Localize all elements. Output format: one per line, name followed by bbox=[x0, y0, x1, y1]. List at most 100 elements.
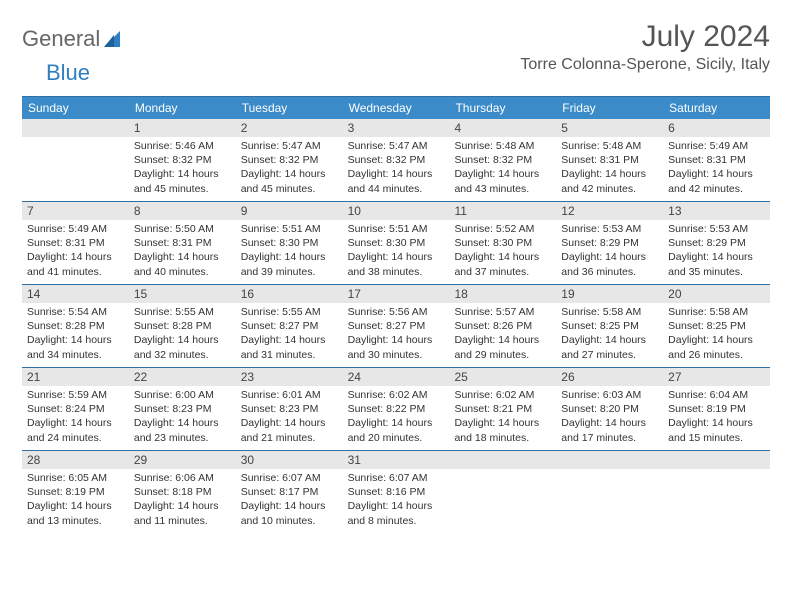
dow-cell: Thursday bbox=[449, 97, 556, 119]
sunrise-text: Sunrise: 6:06 AM bbox=[134, 471, 231, 485]
sunset-text: Sunset: 8:22 PM bbox=[348, 402, 445, 416]
day-body: Sunrise: 6:00 AMSunset: 8:23 PMDaylight:… bbox=[129, 386, 236, 449]
sunset-text: Sunset: 8:20 PM bbox=[561, 402, 658, 416]
day-body: Sunrise: 5:50 AMSunset: 8:31 PMDaylight:… bbox=[129, 220, 236, 283]
day-number: 27 bbox=[663, 368, 770, 386]
day-body: Sunrise: 5:59 AMSunset: 8:24 PMDaylight:… bbox=[22, 386, 129, 449]
day-body: Sunrise: 6:07 AMSunset: 8:17 PMDaylight:… bbox=[236, 469, 343, 532]
day-number: 5 bbox=[556, 119, 663, 137]
day-body: Sunrise: 5:47 AMSunset: 8:32 PMDaylight:… bbox=[236, 137, 343, 200]
day-cell: 8Sunrise: 5:50 AMSunset: 8:31 PMDaylight… bbox=[129, 202, 236, 284]
day-body: Sunrise: 5:58 AMSunset: 8:25 PMDaylight:… bbox=[556, 303, 663, 366]
daylight-text: Daylight: 14 hours and 34 minutes. bbox=[27, 333, 124, 361]
sunrise-text: Sunrise: 5:47 AM bbox=[348, 139, 445, 153]
sunset-text: Sunset: 8:30 PM bbox=[241, 236, 338, 250]
sunrise-text: Sunrise: 5:48 AM bbox=[561, 139, 658, 153]
day-body: Sunrise: 5:47 AMSunset: 8:32 PMDaylight:… bbox=[343, 137, 450, 200]
sunset-text: Sunset: 8:18 PM bbox=[134, 485, 231, 499]
daylight-text: Daylight: 14 hours and 35 minutes. bbox=[668, 250, 765, 278]
day-body: Sunrise: 6:04 AMSunset: 8:19 PMDaylight:… bbox=[663, 386, 770, 449]
sail-icon bbox=[102, 29, 124, 49]
daylight-text: Daylight: 14 hours and 18 minutes. bbox=[454, 416, 551, 444]
day-cell: 1Sunrise: 5:46 AMSunset: 8:32 PMDaylight… bbox=[129, 119, 236, 201]
daylight-text: Daylight: 14 hours and 20 minutes. bbox=[348, 416, 445, 444]
daylight-text: Daylight: 14 hours and 43 minutes. bbox=[454, 167, 551, 195]
day-cell: 29Sunrise: 6:06 AMSunset: 8:18 PMDayligh… bbox=[129, 451, 236, 533]
day-number: 22 bbox=[129, 368, 236, 386]
calendar: SundayMondayTuesdayWednesdayThursdayFrid… bbox=[22, 96, 770, 533]
day-cell: 4Sunrise: 5:48 AMSunset: 8:32 PMDaylight… bbox=[449, 119, 556, 201]
day-body: Sunrise: 5:57 AMSunset: 8:26 PMDaylight:… bbox=[449, 303, 556, 366]
day-cell: 12Sunrise: 5:53 AMSunset: 8:29 PMDayligh… bbox=[556, 202, 663, 284]
daylight-text: Daylight: 14 hours and 27 minutes. bbox=[561, 333, 658, 361]
day-number: 7 bbox=[22, 202, 129, 220]
day-cell: 9Sunrise: 5:51 AMSunset: 8:30 PMDaylight… bbox=[236, 202, 343, 284]
day-number: 13 bbox=[663, 202, 770, 220]
day-number: 4 bbox=[449, 119, 556, 137]
sunrise-text: Sunrise: 5:57 AM bbox=[454, 305, 551, 319]
day-cell bbox=[22, 119, 129, 201]
sunrise-text: Sunrise: 5:53 AM bbox=[561, 222, 658, 236]
week-row: 21Sunrise: 5:59 AMSunset: 8:24 PMDayligh… bbox=[22, 367, 770, 450]
day-cell: 13Sunrise: 5:53 AMSunset: 8:29 PMDayligh… bbox=[663, 202, 770, 284]
day-number: 19 bbox=[556, 285, 663, 303]
sunset-text: Sunset: 8:32 PM bbox=[348, 153, 445, 167]
sunrise-text: Sunrise: 5:50 AM bbox=[134, 222, 231, 236]
sunrise-text: Sunrise: 5:56 AM bbox=[348, 305, 445, 319]
week-row: 7Sunrise: 5:49 AMSunset: 8:31 PMDaylight… bbox=[22, 201, 770, 284]
day-body: Sunrise: 5:49 AMSunset: 8:31 PMDaylight:… bbox=[663, 137, 770, 200]
day-number: 29 bbox=[129, 451, 236, 469]
day-cell: 24Sunrise: 6:02 AMSunset: 8:22 PMDayligh… bbox=[343, 368, 450, 450]
daylight-text: Daylight: 14 hours and 10 minutes. bbox=[241, 499, 338, 527]
day-number: 21 bbox=[22, 368, 129, 386]
day-body: Sunrise: 5:48 AMSunset: 8:32 PMDaylight:… bbox=[449, 137, 556, 200]
brand-logo: General bbox=[22, 20, 126, 52]
day-body: Sunrise: 5:58 AMSunset: 8:25 PMDaylight:… bbox=[663, 303, 770, 366]
daylight-text: Daylight: 14 hours and 39 minutes. bbox=[241, 250, 338, 278]
daylight-text: Daylight: 14 hours and 8 minutes. bbox=[348, 499, 445, 527]
day-cell: 31Sunrise: 6:07 AMSunset: 8:16 PMDayligh… bbox=[343, 451, 450, 533]
sunset-text: Sunset: 8:23 PM bbox=[241, 402, 338, 416]
week-row: 28Sunrise: 6:05 AMSunset: 8:19 PMDayligh… bbox=[22, 450, 770, 533]
daylight-text: Daylight: 14 hours and 40 minutes. bbox=[134, 250, 231, 278]
day-cell: 20Sunrise: 5:58 AMSunset: 8:25 PMDayligh… bbox=[663, 285, 770, 367]
day-cell: 28Sunrise: 6:05 AMSunset: 8:19 PMDayligh… bbox=[22, 451, 129, 533]
day-number-empty bbox=[556, 451, 663, 469]
day-cell bbox=[449, 451, 556, 533]
week-row: 14Sunrise: 5:54 AMSunset: 8:28 PMDayligh… bbox=[22, 284, 770, 367]
sunrise-text: Sunrise: 5:55 AM bbox=[241, 305, 338, 319]
sunrise-text: Sunrise: 5:49 AM bbox=[668, 139, 765, 153]
day-body: Sunrise: 5:55 AMSunset: 8:28 PMDaylight:… bbox=[129, 303, 236, 366]
sunrise-text: Sunrise: 5:58 AM bbox=[561, 305, 658, 319]
day-body: Sunrise: 5:51 AMSunset: 8:30 PMDaylight:… bbox=[236, 220, 343, 283]
day-cell: 30Sunrise: 6:07 AMSunset: 8:17 PMDayligh… bbox=[236, 451, 343, 533]
daylight-text: Daylight: 14 hours and 37 minutes. bbox=[454, 250, 551, 278]
day-body: Sunrise: 5:54 AMSunset: 8:28 PMDaylight:… bbox=[22, 303, 129, 366]
day-number: 20 bbox=[663, 285, 770, 303]
dow-cell: Friday bbox=[556, 97, 663, 119]
daylight-text: Daylight: 14 hours and 31 minutes. bbox=[241, 333, 338, 361]
sunset-text: Sunset: 8:32 PM bbox=[454, 153, 551, 167]
daylight-text: Daylight: 14 hours and 30 minutes. bbox=[348, 333, 445, 361]
day-cell: 22Sunrise: 6:00 AMSunset: 8:23 PMDayligh… bbox=[129, 368, 236, 450]
day-number: 23 bbox=[236, 368, 343, 386]
sunset-text: Sunset: 8:27 PM bbox=[348, 319, 445, 333]
daylight-text: Daylight: 14 hours and 23 minutes. bbox=[134, 416, 231, 444]
sunset-text: Sunset: 8:23 PM bbox=[134, 402, 231, 416]
day-number: 24 bbox=[343, 368, 450, 386]
sunset-text: Sunset: 8:19 PM bbox=[668, 402, 765, 416]
day-number: 3 bbox=[343, 119, 450, 137]
day-number: 31 bbox=[343, 451, 450, 469]
sunrise-text: Sunrise: 5:52 AM bbox=[454, 222, 551, 236]
day-number: 6 bbox=[663, 119, 770, 137]
sunset-text: Sunset: 8:19 PM bbox=[27, 485, 124, 499]
day-cell: 16Sunrise: 5:55 AMSunset: 8:27 PMDayligh… bbox=[236, 285, 343, 367]
day-body: Sunrise: 6:01 AMSunset: 8:23 PMDaylight:… bbox=[236, 386, 343, 449]
sunset-text: Sunset: 8:30 PM bbox=[454, 236, 551, 250]
day-body: Sunrise: 5:46 AMSunset: 8:32 PMDaylight:… bbox=[129, 137, 236, 200]
sunrise-text: Sunrise: 5:48 AM bbox=[454, 139, 551, 153]
day-cell: 14Sunrise: 5:54 AMSunset: 8:28 PMDayligh… bbox=[22, 285, 129, 367]
daylight-text: Daylight: 14 hours and 41 minutes. bbox=[27, 250, 124, 278]
sunset-text: Sunset: 8:25 PM bbox=[668, 319, 765, 333]
daylight-text: Daylight: 14 hours and 38 minutes. bbox=[348, 250, 445, 278]
